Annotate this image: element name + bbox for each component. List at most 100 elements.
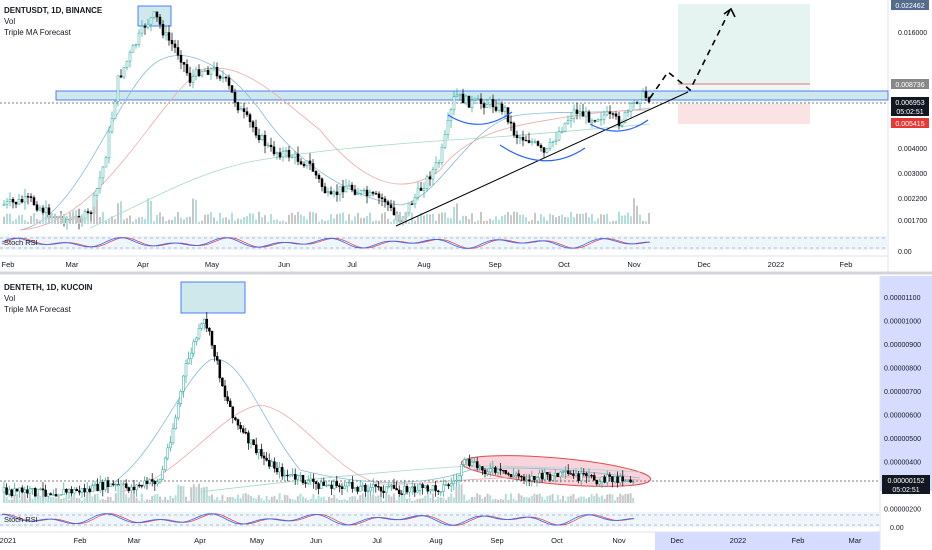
volume-bar — [424, 495, 427, 503]
candle-body — [26, 489, 29, 494]
volume-bar — [12, 220, 14, 224]
candle-body — [626, 479, 630, 482]
volume-bar — [263, 500, 265, 503]
volume-bar — [255, 219, 257, 224]
volume-bar — [261, 217, 263, 224]
volume-bar — [546, 220, 548, 224]
volume-bar — [189, 216, 191, 224]
candle-body — [638, 99, 642, 104]
candle-body — [221, 377, 224, 387]
candle-body — [262, 455, 266, 459]
bottom-price-tick: 0.00000800 — [884, 366, 921, 373]
candle-body — [452, 96, 456, 111]
volume-bar — [15, 219, 17, 224]
candle-body — [504, 470, 508, 474]
candle-body — [390, 485, 393, 487]
volume-bar — [81, 216, 83, 224]
volume-bar — [291, 212, 293, 224]
bottom-x-tick: Jun — [310, 536, 322, 545]
volume-bar — [495, 216, 497, 224]
volume-bar — [156, 494, 159, 503]
candle-body — [364, 484, 367, 492]
candle-body — [155, 11, 159, 18]
candle-body — [308, 160, 312, 164]
candle-body — [522, 476, 526, 481]
candle-body — [566, 120, 570, 124]
candle-body — [515, 134, 519, 138]
candle-body — [596, 119, 600, 122]
candle-body — [228, 400, 232, 407]
candle-body — [218, 75, 222, 79]
volume-bar — [552, 215, 554, 224]
volume-bar — [192, 198, 194, 224]
volume-bar — [244, 493, 247, 503]
volume-bar — [455, 486, 458, 503]
volume-bar — [364, 496, 367, 503]
volume-bar — [42, 215, 44, 224]
top-volume-bars — [3, 198, 650, 224]
candle-body — [257, 134, 261, 141]
volume-bar — [338, 499, 341, 503]
candle-body — [210, 330, 214, 346]
price-tick-6: 0.002200 — [898, 196, 927, 203]
volume-bar — [303, 216, 305, 224]
volume-bar — [87, 214, 89, 224]
candle-body — [403, 486, 406, 495]
volume-bar — [96, 493, 99, 503]
consolidation-ellipse — [460, 455, 652, 487]
volume-bar — [588, 217, 590, 224]
candle-body — [46, 493, 50, 497]
candle-body — [80, 488, 84, 493]
volume-bar — [629, 493, 632, 503]
volume-bar — [520, 495, 523, 503]
candle-body — [431, 485, 435, 491]
volume-bar — [465, 215, 467, 224]
candle-body — [215, 356, 219, 361]
volume-bar — [600, 214, 602, 224]
volume-bar — [395, 500, 398, 503]
candle-body — [590, 475, 593, 477]
volume-bar — [242, 493, 245, 503]
candle-body — [75, 489, 79, 492]
volume-bar — [530, 495, 533, 503]
candle-body — [98, 482, 102, 491]
volume-bar — [255, 498, 258, 503]
volume-bar — [554, 500, 557, 503]
volume-bar — [164, 496, 167, 503]
volume-bar — [437, 496, 440, 503]
volume-bar — [285, 221, 287, 224]
candle-body — [272, 146, 276, 155]
bottom-time-highlight — [655, 532, 880, 550]
volume-bar — [633, 198, 635, 224]
candle-body — [62, 489, 66, 495]
candle-body — [350, 184, 354, 191]
volume-bar — [621, 495, 624, 503]
volume-bar — [445, 500, 447, 503]
volume-bar — [63, 214, 65, 224]
volume-bar — [62, 498, 65, 503]
volume-bar — [575, 499, 577, 503]
candle-body — [397, 489, 401, 495]
candle-body — [536, 141, 540, 146]
candle-body — [184, 363, 188, 377]
volume-bar — [577, 497, 580, 503]
candle-body — [41, 488, 45, 491]
volume-bar — [42, 496, 44, 503]
volume-bar — [30, 215, 32, 224]
candle-body — [209, 68, 213, 75]
candle-body — [348, 482, 352, 484]
candle-body — [514, 473, 518, 476]
top-x-tick: Dec — [697, 260, 711, 269]
volume-bar — [21, 214, 23, 224]
candle-body — [559, 471, 562, 478]
price-tick-5: 0.003000 — [898, 171, 927, 178]
volume-bar — [69, 212, 71, 224]
volume-bar — [101, 499, 104, 503]
candle-body — [329, 191, 333, 195]
volume-bar — [296, 496, 299, 503]
volume-bar — [585, 212, 587, 224]
candle-body — [239, 424, 242, 429]
volume-bar — [489, 495, 492, 503]
candle-body — [478, 466, 482, 469]
